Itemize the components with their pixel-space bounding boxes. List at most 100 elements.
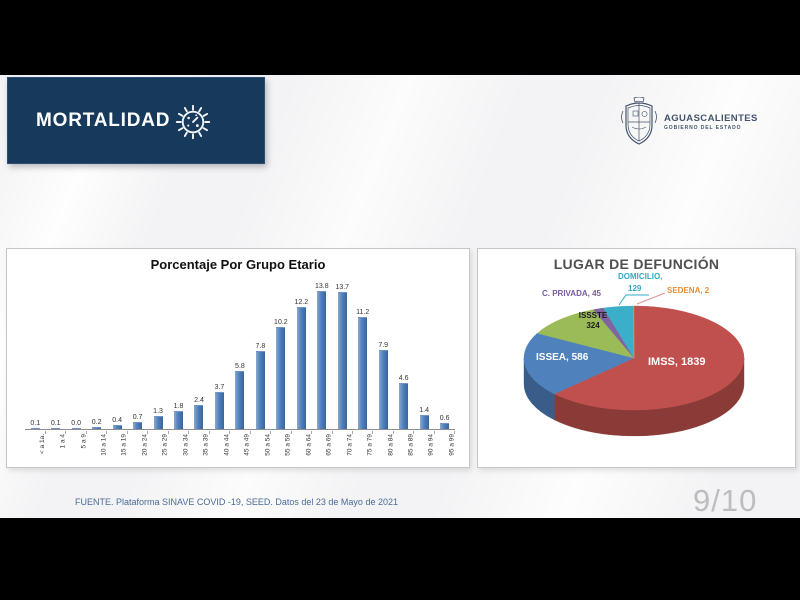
bar-column: 0.4: [107, 417, 127, 429]
x-tick: 30 a 34: [168, 431, 190, 468]
x-tick: 45 a 49: [230, 431, 252, 468]
pie-slice-imss: [553, 305, 745, 411]
bar-column: 12.2: [291, 299, 311, 429]
bar: [419, 415, 429, 429]
pie-label-issste-value: 324: [586, 321, 600, 330]
logo-state-name: AGUASCALIENTES: [664, 113, 758, 124]
bar: [214, 392, 224, 429]
x-tick: 60 a 64: [291, 431, 313, 468]
bar-value-label: 0.0: [71, 420, 82, 427]
x-tick: 5 a 9: [66, 431, 88, 468]
bar: [71, 428, 81, 429]
bar: [112, 425, 122, 429]
sedena-leader-line: [636, 292, 666, 305]
pie-slice-issea: [523, 332, 635, 395]
bar-chart-title: Porcentaje Por Grupo Etario: [150, 257, 326, 272]
x-tick: 55 a 59: [271, 431, 293, 468]
bar-chart-panel: Porcentaje Por Grupo Etario 0.1 0.1 0.0 0.2…: [6, 248, 470, 468]
bar-column: 0.0: [66, 420, 86, 429]
bar-value-label: 1.3: [153, 408, 163, 415]
bar-column: 7.9: [373, 342, 393, 429]
slide-title: MORTALIDAD: [36, 109, 171, 131]
bar: [399, 383, 409, 429]
bar: [51, 428, 61, 429]
bar: [235, 371, 245, 429]
logo-text: AGUASCALIENTES GOBIERNO DEL ESTADO: [664, 113, 758, 131]
x-tick: < a 1a.: [25, 431, 47, 468]
x-tick: 70 a 74: [332, 431, 354, 468]
bar-value-label: 10.2: [274, 319, 288, 326]
bar-column: 7.8: [250, 343, 270, 429]
logo-subtitle: GOBIERNO DEL ESTADO: [664, 125, 742, 131]
bar-value-label: 0.7: [132, 414, 143, 421]
bar-column: 1.8: [168, 403, 188, 429]
x-tick-label: 95 a 99: [448, 434, 456, 456]
bar-value-label: 12.2: [294, 299, 309, 306]
pie-label-issste-name: ISSSTE: [578, 311, 608, 320]
bar-value-label: 13.8: [314, 283, 329, 290]
x-tick: 85 a 89: [393, 431, 415, 468]
pie-slice-issste: [536, 309, 635, 359]
bar-value-label: 0.6: [439, 415, 450, 422]
bar-plot-area: 0.1 0.1 0.0 0.2 0.4 0.7 1.3 1.8 2.4 3.7 5.8 7.8 10.2…: [25, 277, 455, 430]
pie-label-c-privada: C. PRIVADA, 45: [542, 289, 601, 298]
x-tick: 15 a 19: [107, 431, 129, 468]
pie-chart-panel: LUGAR DE DEFUNCIÓN IMSS, 1839 ISSEA, 586…: [477, 248, 796, 468]
bar-column: 0.2: [86, 419, 106, 429]
bar: [194, 405, 204, 429]
domicilio-leader-line: [618, 294, 649, 306]
state-seal-icon: [621, 97, 657, 145]
bar: [378, 350, 388, 429]
page-number: 9/10: [693, 483, 758, 518]
x-tick: 90 a 94: [414, 431, 436, 468]
bar: [133, 422, 143, 429]
x-tick: 25 a 29: [148, 431, 170, 468]
pie-label-domicilio: DOMICILIO,: [618, 272, 663, 281]
bar-column: 1.3: [148, 408, 168, 429]
bar-value-label: 1.8: [173, 403, 184, 410]
bar: [276, 327, 286, 429]
bar-column: 3.7: [209, 384, 229, 429]
x-tick: 1 a 4: [45, 431, 67, 468]
bar: [358, 317, 368, 429]
pie-label-issea: ISSEA, 586: [536, 352, 589, 363]
bar-value-label: 4.6: [398, 375, 409, 382]
bar-value-label: 0.1: [50, 420, 61, 427]
bar-value-label: 11.2: [356, 309, 370, 316]
bar-value-label: 13.7: [335, 284, 350, 291]
bar-value-label: 5.8: [235, 363, 245, 370]
pie-label-imss: IMSS, 1839: [648, 356, 706, 368]
title-banner: MORTALIDAD: [7, 77, 265, 164]
bar-value-label: 0.4: [112, 417, 122, 424]
source-note: FUENTE. Plataforma SINAVE COVID -19, SEE…: [75, 497, 398, 507]
x-tick: 35 a 39: [189, 431, 211, 468]
bar: [337, 292, 347, 429]
pie-chart: [523, 292, 745, 437]
x-tick: 40 a 44: [209, 431, 231, 468]
bar: [153, 416, 163, 429]
bar-column: 10.2: [271, 319, 291, 429]
x-tick: 95 a 99: [434, 431, 456, 468]
bar: [174, 411, 184, 429]
state-government-logo: AGUASCALIENTES GOBIERNO DEL ESTADO: [620, 97, 758, 147]
slide: MORTALIDAD: [0, 75, 800, 518]
bar-column: 2.4: [189, 397, 209, 429]
bar-value-label: 7.8: [255, 343, 266, 350]
x-tick: 75 a 79: [353, 431, 374, 468]
bar-column: 0.1: [25, 420, 45, 429]
x-tick: 80 a 84: [373, 431, 395, 468]
bar-value-label: 0.2: [91, 419, 102, 426]
virus-icon: [175, 104, 211, 140]
pie-label-domicilio-value: 129: [628, 284, 642, 293]
bar-value-label: 3.7: [214, 384, 225, 391]
bar-value-label: 0.1: [30, 420, 41, 427]
bar: [255, 351, 265, 429]
bar-column: 13.7: [332, 284, 352, 429]
bar-column: 0.7: [127, 414, 147, 429]
bar-column: 1.4: [414, 407, 434, 429]
x-tick: 65 a 69: [312, 431, 334, 468]
bar-column: 11.2: [353, 309, 373, 429]
pie-label-sedena: SEDENA, 2: [667, 286, 710, 295]
bar-value-label: 1.4: [419, 407, 429, 414]
